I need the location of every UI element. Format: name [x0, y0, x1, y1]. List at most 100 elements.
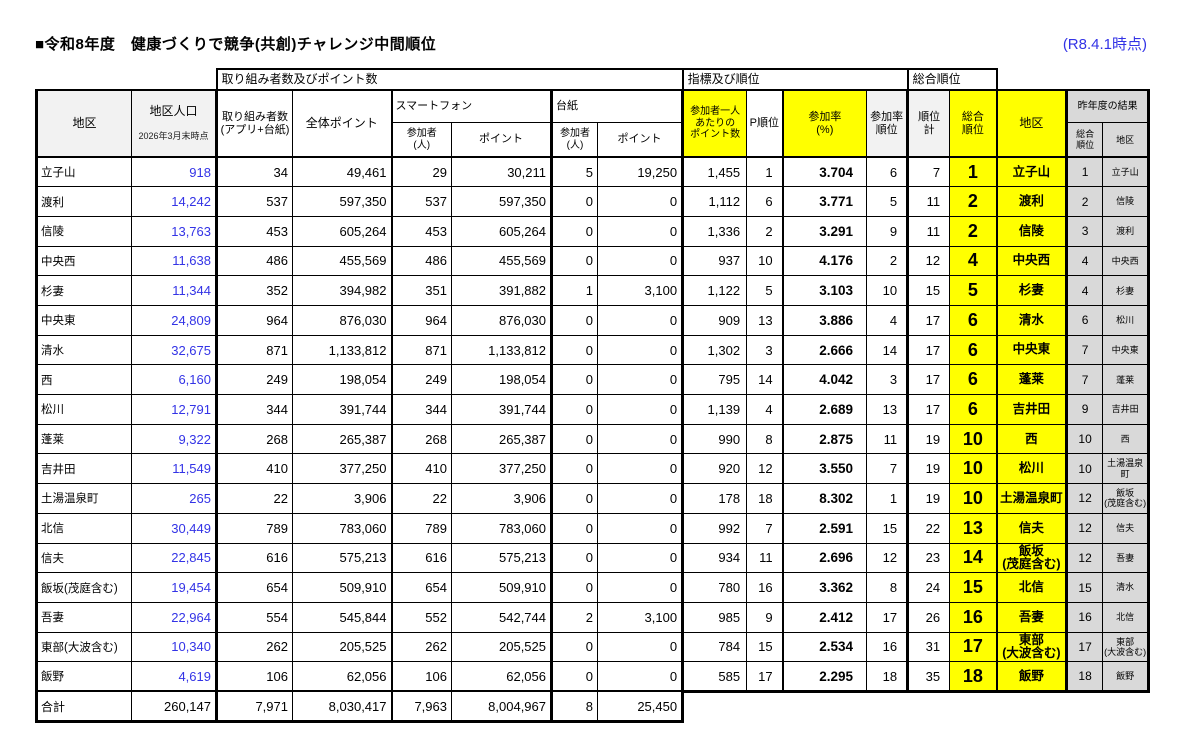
cell-participation-rate: 2.689: [781, 394, 868, 425]
cell-district-name: 土湯温泉町: [35, 483, 132, 514]
cell-participants: 106: [215, 661, 293, 692]
cell-smartphone-points: 205,525: [451, 631, 552, 663]
cell-card-points: 0: [596, 572, 684, 603]
cell-total-points: 265,387: [292, 423, 392, 455]
total-population: 260,147: [131, 690, 217, 723]
cell-previous-rank: 17: [1065, 631, 1104, 663]
cell-total-points: 876,030: [292, 305, 392, 336]
cell-card-points: 3,100: [596, 601, 684, 633]
cell-total-points: 509,910: [292, 572, 392, 603]
cell-smartphone-participants: 22: [390, 483, 452, 514]
cell-rate-rank: 17: [866, 601, 909, 633]
cell-participation-rate: 3.362: [781, 572, 868, 603]
table-row: 土湯温泉町 265 22 3,906 22 3,906 0 0 178 18 8.302 1 19 10 土…: [35, 483, 1151, 514]
cell-smartphone-points: 391,882: [451, 275, 552, 307]
cell-card-participants: 0: [550, 394, 598, 425]
cell-population: 918: [131, 156, 217, 188]
cell-previous-rank: 7: [1065, 334, 1104, 366]
cell-district-name: 立子山: [35, 156, 132, 188]
cell-card-points: 0: [596, 215, 684, 247]
cell-overall-district: 飯坂 (茂庭含む): [995, 542, 1068, 574]
cell-smartphone-participants: 410: [390, 453, 452, 485]
cell-participants: 537: [215, 186, 293, 217]
cell-overall-district: 信陵: [995, 215, 1068, 247]
cell-rate-rank: 9: [866, 215, 909, 247]
cell-card-points: 0: [596, 512, 684, 544]
cell-previous-district: 吉井田: [1102, 394, 1151, 425]
cell-rank-sum: 26: [906, 601, 951, 633]
cell-previous-rank: 12: [1065, 483, 1104, 514]
cell-district-name: 吾妻: [35, 601, 132, 633]
cell-rate-rank: 12: [866, 542, 909, 574]
cell-rank-sum: 31: [906, 631, 951, 663]
cell-previous-rank: 3: [1065, 215, 1104, 247]
cell-overall-rank: 15: [949, 572, 998, 603]
cell-rank-sum: 17: [906, 394, 951, 425]
cell-total-points: 377,250: [292, 453, 392, 485]
cell-overall-district: 松川: [995, 453, 1068, 485]
cell-overall-district: 中央西: [995, 245, 1068, 277]
cell-points-per-participant: 780: [681, 572, 748, 603]
cell-participation-rate: 2.875: [781, 423, 868, 455]
table-row: 松川 12,791 344 391,744 344 391,744 0 0 1,139 4 2.68…: [35, 394, 1151, 425]
cell-rate-rank: 7: [866, 453, 909, 485]
cell-participants: 616: [215, 542, 293, 574]
cell-district-name: 清水: [35, 334, 132, 366]
cell-population: 32,675: [131, 334, 217, 366]
cell-participation-rate: 2.295: [781, 661, 868, 693]
cell-rank-sum: 17: [906, 305, 951, 336]
population-note: 2026年3月末時点: [138, 131, 209, 142]
cell-points-per-participant: 1,302: [681, 334, 748, 366]
cell-overall-rank: 1: [949, 156, 998, 188]
cell-overall-district: 杉妻: [995, 275, 1068, 307]
cell-district-name: 杉妻: [35, 275, 132, 307]
cell-smartphone-participants: 106: [390, 661, 452, 692]
cell-previous-district: 清水: [1102, 572, 1151, 603]
cell-total-points: 62,056: [292, 661, 392, 692]
cell-population: 11,549: [131, 453, 217, 485]
cell-district-name: 信夫: [35, 542, 132, 574]
cell-points-per-participant: 934: [681, 542, 748, 574]
cell-points-rank: 3: [746, 334, 784, 366]
cell-overall-district: 中央東: [995, 334, 1068, 366]
cell-smartphone-participants: 344: [390, 394, 452, 425]
total-row: 合計 260,147 7,971 8,030,417 7,963 8,004,9…: [35, 690, 1149, 723]
table-row: 西 6,160 249 198,054 249 198,054 0 0 795 14 4.042 3 1…: [35, 364, 1151, 396]
cell-overall-rank: 14: [949, 542, 998, 574]
cell-overall-rank: 6: [949, 394, 998, 425]
cell-rank-sum: 19: [906, 453, 951, 485]
col-header-participants: 取り組み者数 (アプリ+台紙): [215, 88, 293, 159]
cell-overall-rank: 10: [949, 453, 998, 485]
cell-population: 9,322: [131, 423, 217, 455]
cell-rate-rank: 8: [866, 572, 909, 603]
col-header-points-per-participant: 参加者一人 あたりの ポイント数: [681, 88, 748, 159]
cell-points-rank: 4: [746, 394, 784, 425]
cell-participation-rate: 2.412: [781, 601, 868, 633]
cell-participation-rate: 3.886: [781, 305, 868, 336]
cell-card-points: 0: [596, 186, 684, 217]
cell-previous-rank: 9: [1065, 394, 1104, 425]
cell-district-name: 吉井田: [35, 453, 132, 485]
spacer: [37, 69, 217, 90]
cell-previous-district: 西: [1102, 423, 1151, 455]
cell-smartphone-points: 377,250: [451, 453, 552, 485]
cell-rank-sum: 19: [906, 483, 951, 514]
cell-previous-rank: 7: [1065, 364, 1104, 396]
cell-points-rank: 13: [746, 305, 784, 336]
cell-previous-rank: 4: [1065, 245, 1104, 277]
total-card-participants: 8: [550, 690, 598, 723]
cell-overall-rank: 5: [949, 275, 998, 307]
table-row: 信陵 13,763 453 605,264 453 605,264 0 0 1,336 2 3.29…: [35, 215, 1151, 247]
col-header-total-points: 全体ポイント: [292, 88, 392, 159]
cell-smartphone-participants: 486: [390, 245, 452, 277]
cell-participation-rate: 4.176: [781, 245, 868, 277]
cell-card-points: 0: [596, 453, 684, 485]
cell-smartphone-participants: 552: [390, 601, 452, 633]
table-row: 杉妻 11,344 352 394,982 351 391,882 1 3,100 1,122 5…: [35, 275, 1151, 307]
cell-points-rank: 6: [746, 186, 784, 217]
total-card-points: 25,450: [596, 690, 685, 723]
cell-overall-district: 渡利: [995, 186, 1068, 217]
group-indicators-ranks: 指標及び順位: [681, 68, 909, 91]
cell-card-participants: 0: [550, 631, 598, 663]
cell-smartphone-points: 542,744: [451, 601, 552, 633]
